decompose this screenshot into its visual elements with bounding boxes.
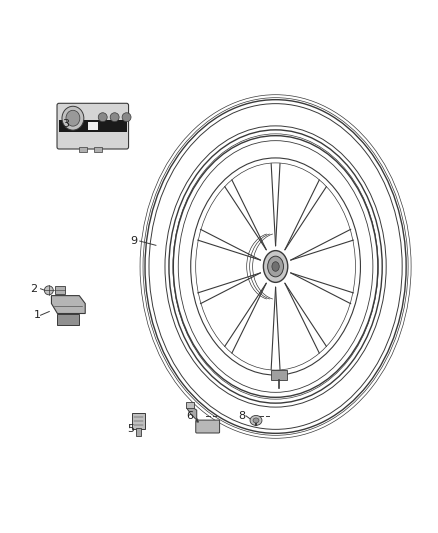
Ellipse shape	[250, 415, 262, 425]
Text: 2: 2	[31, 284, 38, 294]
Text: 1: 1	[34, 310, 41, 320]
Ellipse shape	[122, 113, 131, 122]
Circle shape	[44, 286, 53, 295]
Polygon shape	[51, 296, 85, 313]
Text: 8: 8	[238, 411, 245, 421]
Polygon shape	[57, 313, 79, 326]
Polygon shape	[187, 406, 199, 422]
Bar	[186, 402, 194, 408]
FancyBboxPatch shape	[196, 420, 219, 433]
Text: 5: 5	[127, 424, 134, 434]
Bar	[271, 370, 286, 380]
Ellipse shape	[110, 113, 119, 122]
Bar	[79, 147, 87, 152]
Text: 6: 6	[186, 411, 193, 421]
Bar	[135, 428, 141, 436]
FancyBboxPatch shape	[57, 103, 129, 149]
Bar	[94, 147, 102, 152]
FancyBboxPatch shape	[55, 286, 65, 294]
Text: 3: 3	[62, 118, 69, 128]
Ellipse shape	[62, 106, 84, 130]
Bar	[88, 122, 98, 130]
FancyBboxPatch shape	[131, 413, 145, 429]
Ellipse shape	[253, 418, 259, 423]
Ellipse shape	[272, 262, 279, 271]
Ellipse shape	[98, 113, 107, 122]
Ellipse shape	[66, 110, 80, 126]
Ellipse shape	[268, 256, 283, 277]
Ellipse shape	[263, 251, 288, 282]
Bar	[59, 120, 127, 132]
Text: 9: 9	[131, 236, 138, 246]
